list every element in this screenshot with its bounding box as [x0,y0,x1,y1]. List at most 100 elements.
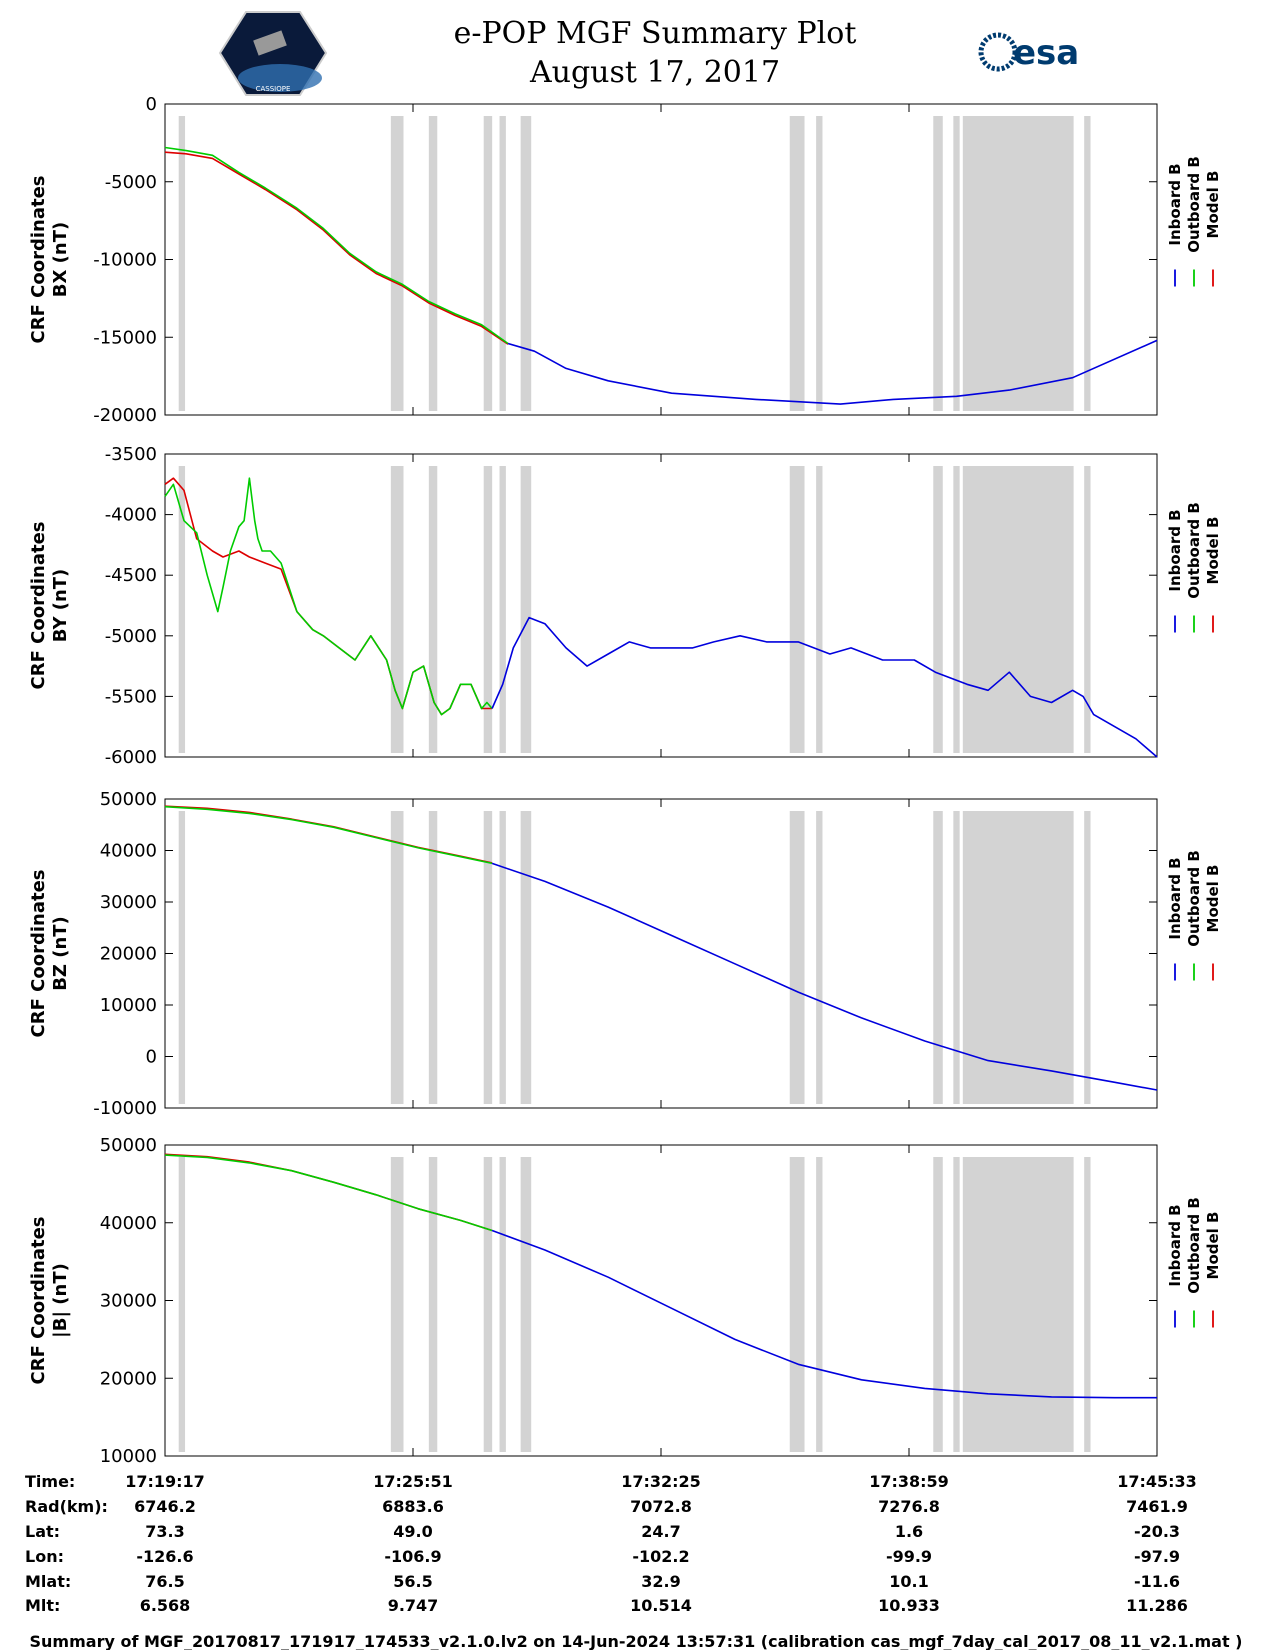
y-tick-label: -10000 [93,250,157,271]
data-gap-10 [953,1157,960,1452]
y-tick-label: 50000 [100,789,157,810]
table-row-label: Rad(km): [25,1497,108,1516]
y-tick-label: 40000 [100,841,157,862]
y-axis-label-line2: BY (nT) [50,569,71,643]
data-gap-6 [520,466,532,753]
table-cell: 49.0 [393,1522,432,1541]
legend-entry-3: Model B [1204,1212,1222,1280]
table-cell: -97.9 [1134,1547,1180,1566]
data-gap-3 [428,1157,438,1452]
table-cell: 7072.8 [630,1497,692,1516]
data-gap-8 [816,466,823,753]
legend-entry-2: Outboard B [1185,156,1203,253]
data-gap-4 [483,1157,493,1452]
table-cell: 17:32:25 [621,1472,701,1491]
y-tick-label: 10000 [100,1446,157,1467]
satellite-icon [253,30,287,56]
data-gap-3 [428,116,438,411]
y-axis-label-line2: |B| (nT) [50,1263,71,1338]
table-cell: 76.5 [145,1572,184,1591]
y-axis-label-line2: BX (nT) [50,222,71,297]
data-gap-6 [520,1157,532,1452]
inboard-b-series [491,616,1158,758]
y-tick-label: -20000 [93,405,157,426]
panel-4: 50000 40000 30000 20000 10000 CRF Coordinates… [28,1135,1222,1467]
table-cell: -126.6 [136,1547,193,1566]
table-cell: 10.933 [878,1596,940,1615]
table-cell: 17:19:17 [125,1472,205,1491]
panel-1: 0 -5000 -10000 -15000 -20000 CRF Coordinates B… [28,94,1222,426]
table-cell: 17:25:51 [373,1472,453,1491]
y-axis-label-line1: CRF Coordinates [28,870,49,1038]
table-cell: 9.747 [388,1596,439,1615]
model-b-series [164,151,509,345]
legend-entry-2: Outboard B [1185,850,1203,947]
data-gap-12 [1084,811,1091,1104]
data-gap-2 [390,1157,404,1452]
data-gap-11 [962,466,1074,753]
y-tick-label: -5500 [105,686,157,707]
inboard-b-series [507,339,1158,405]
legend-entry-2: Outboard B [1185,502,1203,599]
outboard-b-series [164,805,493,865]
table-cell: -102.2 [632,1547,689,1566]
data-gap-8 [816,811,823,1104]
data-gap-2 [390,116,404,411]
model-b-series [164,805,493,864]
table-row-label: Mlat: [25,1572,71,1591]
table-cell: 32.9 [641,1572,680,1591]
outboard-b-series [164,477,493,716]
data-gap-7 [789,811,805,1104]
y-tick-label: -4500 [105,565,157,586]
data-gap-2 [390,466,404,753]
data-gap-8 [816,1157,823,1452]
data-gap-9 [933,116,943,411]
data-gap-1 [178,466,186,753]
data-gap-7 [789,1157,805,1452]
table-cell: -20.3 [1134,1522,1180,1541]
legend-entry-1: Inboard B [1166,509,1184,591]
y-tick-label: 10000 [100,995,157,1016]
data-gap-5 [499,811,506,1104]
data-gap-1 [178,811,186,1104]
panel-2: -3500 -4000 -4500 -5000 -5500 -6000 CRF Coordi… [28,444,1222,768]
inboard-b-series [491,1229,1157,1399]
panel-3: 50000 40000 30000 20000 10000 0 -10000 CRF Coor… [28,789,1222,1119]
data-gap-3 [428,466,438,753]
data-gap-7 [789,466,805,753]
esa-logo: esa [978,32,1079,73]
y-axis-label-line1: CRF Coordinates [28,522,49,690]
table-cell: 7276.8 [878,1497,940,1516]
earth-limb [238,64,322,92]
table-cell: 6.568 [140,1596,191,1615]
y-tick-label: -5000 [105,626,157,647]
data-gap-10 [953,116,960,411]
table-cell: -11.6 [1134,1572,1180,1591]
legend-entry-2: Outboard B [1185,1197,1203,1294]
table-row-label: Mlt: [25,1596,60,1615]
data-gap-4 [483,811,493,1104]
y-tick-label: -15000 [93,327,157,348]
data-gap-12 [1084,1157,1091,1452]
table-cell: 24.7 [641,1522,680,1541]
model-b-series [164,1153,493,1232]
data-gap-9 [933,1157,943,1452]
y-tick-label: -10000 [93,1098,157,1119]
table-cell: 10.514 [630,1596,692,1615]
data-gap-1 [178,1157,186,1452]
data-gap-12 [1084,466,1091,753]
data-gap-6 [520,116,532,411]
esa-logo-mark [978,32,1018,72]
cassiope-logo-text: CASSIOPE [256,85,291,93]
data-gap-2 [390,811,404,1104]
table-cell: -99.9 [886,1547,932,1566]
y-tick-label: -6000 [105,747,157,768]
table-row-label: Lat: [25,1522,60,1541]
y-axis-label-line2: BZ (nT) [50,916,71,991]
data-gap-5 [499,1157,506,1452]
data-gap-11 [962,811,1074,1104]
table-cell: 6746.2 [134,1497,196,1516]
table-cell: 17:45:33 [1117,1472,1197,1491]
data-gap-8 [816,116,823,411]
y-tick-label: -4000 [105,505,157,526]
